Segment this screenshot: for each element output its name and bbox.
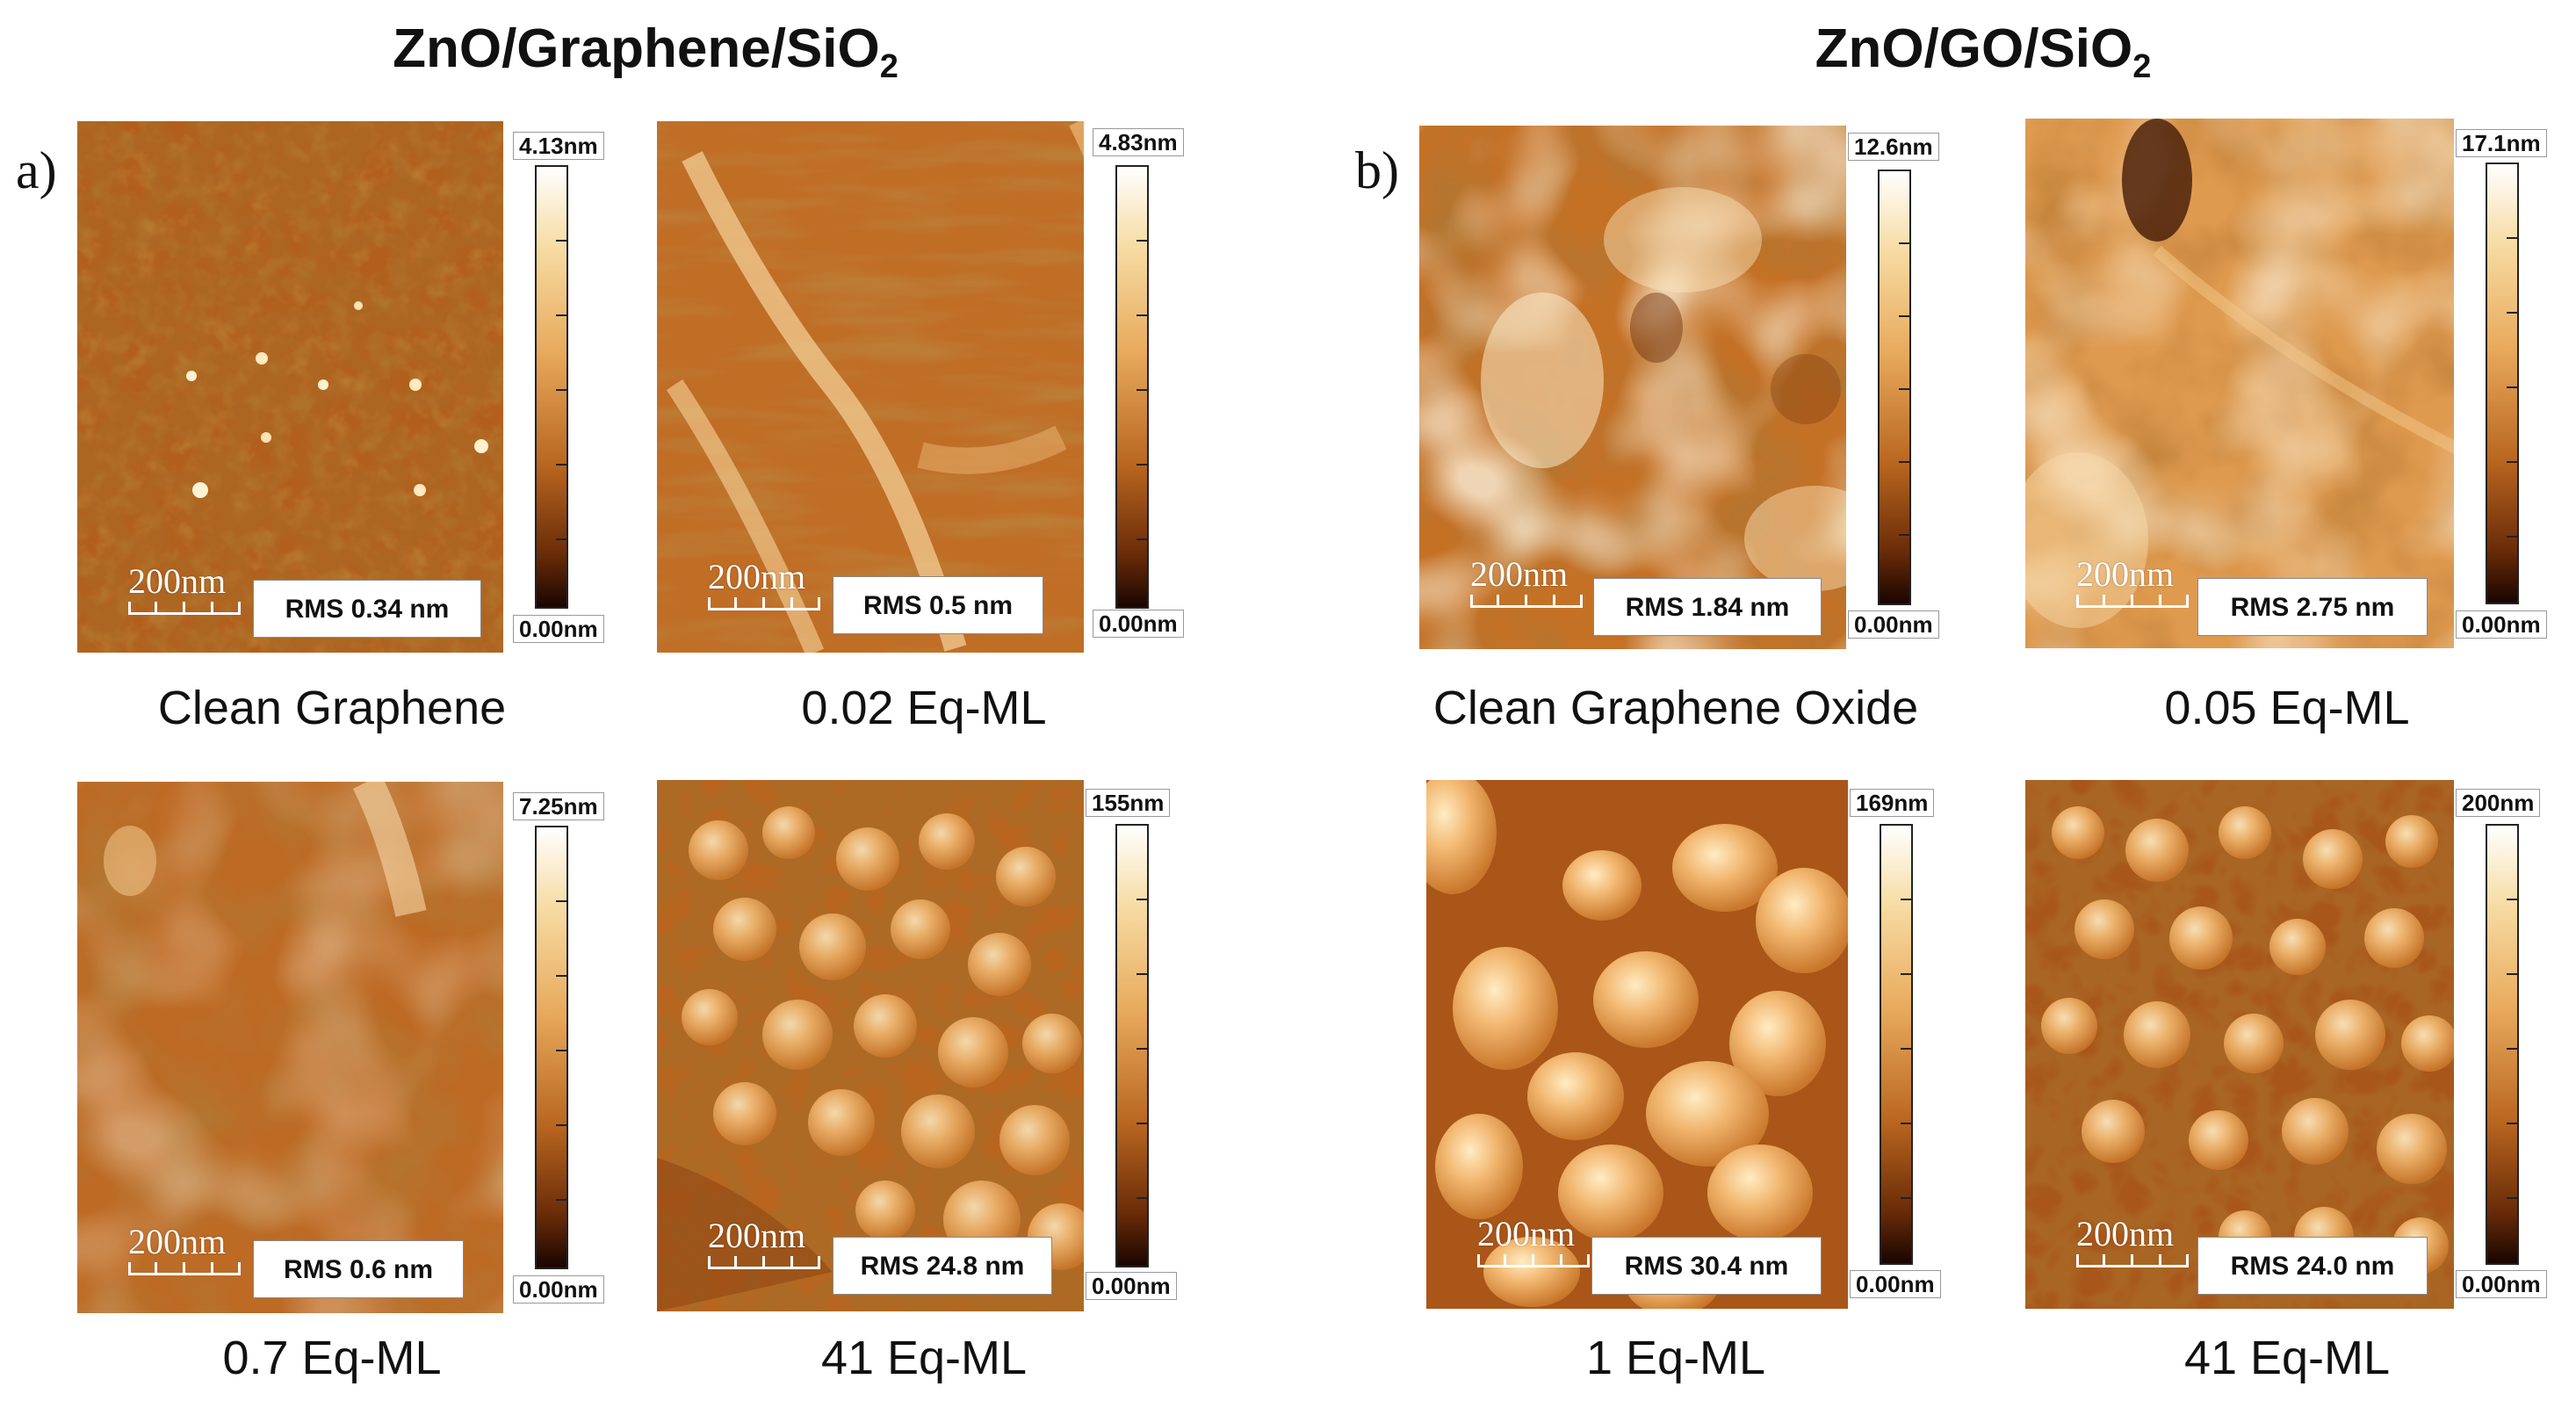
colorbar <box>503 121 610 653</box>
afm-panel-a4: 155nm 0.00nm 200nm RMS 24.8 nm <box>657 780 1191 1311</box>
afm-image <box>657 121 1191 653</box>
rms-label: RMS 30.4 nm <box>1591 1237 1822 1295</box>
scale-bar: 200nm <box>128 561 241 615</box>
colorbar-min-label: 0.00nm <box>513 1275 604 1304</box>
colorbar-max-label: 4.83nm <box>1093 128 1184 156</box>
panel-caption-a2: 0.02 Eq-ML <box>801 682 1047 734</box>
afm-panel-b1: 12.6nm 0.00nm 200nm RMS 1.84 nm <box>1419 126 1953 649</box>
colorbar-min-label: 0.00nm <box>1093 610 1184 638</box>
scale-bar-label: 200nm <box>128 561 227 601</box>
colorbar <box>1848 780 1955 1309</box>
colorbar <box>1084 121 1191 653</box>
rms-label: RMS 24.8 nm <box>833 1237 1052 1295</box>
afm-panel-b2: 17.1nm 0.00nm 200nm RMS 2.75 nm <box>2025 119 2561 648</box>
scale-bar-label: 200nm <box>1470 554 1569 594</box>
colorbar-min-label: 0.00nm <box>1850 1270 1941 1298</box>
afm-panel-a3: 7.25nm 0.00nm 200nm RMS 0.6 nm <box>77 782 610 1313</box>
scale-bar: 200nm <box>2076 1217 2189 1267</box>
rms-label: RMS 0.6 nm <box>253 1240 464 1298</box>
panel-caption-a3: 0.7 Eq-ML <box>222 1332 442 1384</box>
afm-panel-a2: 4.83nm 0.00nm 200nm RMS 0.5 nm <box>657 121 1191 653</box>
colorbar <box>2454 780 2561 1309</box>
colorbar-max-label: 17.1nm <box>2456 129 2547 157</box>
colorbar-max-label: 7.25nm <box>513 792 604 820</box>
colorbar <box>1846 126 1953 649</box>
rms-label: RMS 1.84 nm <box>1593 578 1822 636</box>
scale-bar: 200nm <box>128 1222 241 1275</box>
afm-panel-b4: 200nm 0.00nm 200nm RMS 24.0 nm <box>2025 780 2561 1309</box>
afm-panel-b3: 169nm 0.00nm 200nm RMS 30.4 nm <box>1426 780 1955 1309</box>
colorbar-max-label: 12.6nm <box>1848 133 1939 161</box>
colorbar-min-label: 0.00nm <box>1848 610 1939 639</box>
scale-bar-label: 200nm <box>128 1222 227 1261</box>
colorbar-max-label: 155nm <box>1086 789 1171 817</box>
rms-label: RMS 24.0 nm <box>2197 1237 2428 1295</box>
panel-caption-b1: Clean Graphene Oxide <box>1432 682 1919 734</box>
group-a-title: ZnO/Graphene/SiO2 <box>393 18 898 85</box>
afm-panel-a1: 4.13nm 0.00nm 200nm RMS 0.34 nm <box>77 121 610 653</box>
panel-caption-b4: 41 Eq-ML <box>2183 1332 2391 1384</box>
colorbar-max-label: 4.13nm <box>513 132 604 160</box>
scale-bar: 200nm <box>708 560 820 610</box>
colorbar-min-label: 0.00nm <box>2456 610 2547 639</box>
scale-bar-label: 200nm <box>708 1216 806 1255</box>
panel-caption-a4: 41 Eq-ML <box>820 1332 1028 1384</box>
scale-bar-label: 200nm <box>1477 1214 1576 1253</box>
scale-bar: 200nm <box>708 1216 820 1269</box>
scale-bar-label: 200nm <box>2076 554 2175 594</box>
colorbar-min-label: 0.00nm <box>1086 1272 1177 1300</box>
colorbar-max-label: 200nm <box>2456 789 2541 817</box>
scale-bar: 200nm <box>1477 1217 1590 1267</box>
colorbar <box>503 782 610 1313</box>
scale-bar: 200nm <box>1470 554 1583 608</box>
scale-bar-label: 200nm <box>708 557 806 596</box>
panel-caption-b3: 1 Eq-ML <box>1585 1332 1766 1384</box>
scale-bar: 200nm <box>2076 554 2189 608</box>
rms-label: RMS 0.34 nm <box>253 580 481 638</box>
panel-letter-a: a) <box>16 141 57 199</box>
panel-caption-a1: Clean Graphene <box>157 682 507 734</box>
colorbar-max-label: 169nm <box>1850 789 1935 817</box>
colorbar-min-label: 0.00nm <box>513 615 604 643</box>
group-b-title: ZnO/GO/SiO2 <box>1815 18 2152 85</box>
panel-letter-b: b) <box>1355 141 1399 199</box>
scale-bar-label: 200nm <box>2076 1214 2175 1253</box>
colorbar <box>2454 119 2561 648</box>
colorbar-min-label: 0.00nm <box>2456 1270 2547 1298</box>
rms-label: RMS 2.75 nm <box>2197 578 2428 636</box>
panel-caption-b2: 0.05 Eq-ML <box>2164 682 2410 734</box>
rms-label: RMS 0.5 nm <box>833 576 1043 634</box>
colorbar <box>1084 780 1191 1311</box>
